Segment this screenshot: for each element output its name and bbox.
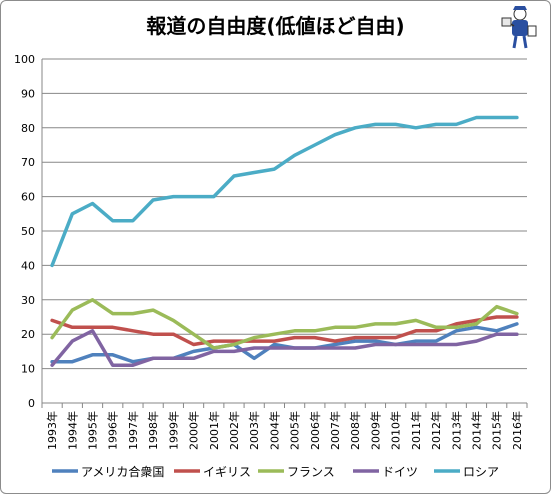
x-tick-label: 1997年: [126, 411, 140, 450]
axes: 0 10 20 30 40 50 60 70 80 90 100 1993年 1994年 1995年 199…: [14, 53, 528, 450]
y-tick-label: 10: [21, 363, 35, 376]
series-line: [50, 115, 519, 268]
series-line: [50, 329, 519, 367]
x-tick-label: 2013年: [449, 411, 463, 450]
gridlines: [42, 58, 527, 404]
x-tick-label: 2012年: [429, 411, 443, 450]
y-tick-label: 90: [21, 87, 35, 100]
y-tick-label: 30: [21, 294, 35, 307]
legend-label: ロシア: [463, 465, 499, 479]
legend-label: ドイツ: [382, 465, 418, 479]
y-tick-label: 50: [21, 225, 35, 238]
x-tick-label: 2008年: [348, 411, 362, 450]
x-tick-label: 1999年: [166, 411, 180, 450]
x-tick-label: 2009年: [368, 411, 382, 450]
legend-label: アメリカ合衆国: [81, 464, 164, 479]
series-line: [50, 315, 519, 347]
x-tick-label: 1994年: [65, 411, 79, 450]
legend-label: フランス: [287, 465, 335, 479]
x-tick-label: 1993年: [45, 411, 59, 450]
x-tick-label: 1995年: [86, 411, 100, 450]
x-tick-label: 2006年: [308, 411, 322, 450]
x-tick-label: 1996年: [106, 411, 120, 450]
x-tick-label: 2001年: [207, 411, 221, 450]
x-tick-label: 2007年: [328, 411, 342, 450]
x-tick-label: 2003年: [247, 411, 261, 450]
y-tick-label: 80: [21, 122, 35, 135]
x-tick-label: 2000年: [187, 411, 201, 450]
x-tick-label: 2014年: [469, 411, 483, 450]
y-tick-label: 40: [21, 259, 35, 272]
y-tick-label: 100: [14, 53, 35, 66]
y-tick-label: 70: [21, 156, 35, 169]
x-tick-label: 2005年: [288, 411, 302, 450]
y-tick-label: 20: [21, 328, 35, 341]
reporter-mascot-icon: [501, 6, 537, 49]
legend: アメリカ合衆国 イギリス フランス ドイツ ロシア: [52, 464, 499, 479]
series-lines: [50, 115, 519, 367]
chart-title: 報道の自由度(低値ほど自由): [146, 14, 405, 38]
legend-label: イギリス: [203, 465, 251, 479]
y-tick-label: 60: [21, 191, 35, 204]
x-tick-label: 2015年: [490, 411, 504, 450]
x-tick-label: 2004年: [267, 411, 281, 450]
x-tick-label: 2010年: [389, 411, 403, 450]
x-tick-label: 2002年: [227, 411, 241, 450]
series-line: [50, 298, 519, 350]
y-tick-label: 0: [28, 397, 35, 410]
x-tick-label: 1998年: [146, 411, 160, 450]
x-tick-label: 2016年: [510, 411, 524, 450]
x-tick-label: 2011年: [409, 411, 423, 450]
